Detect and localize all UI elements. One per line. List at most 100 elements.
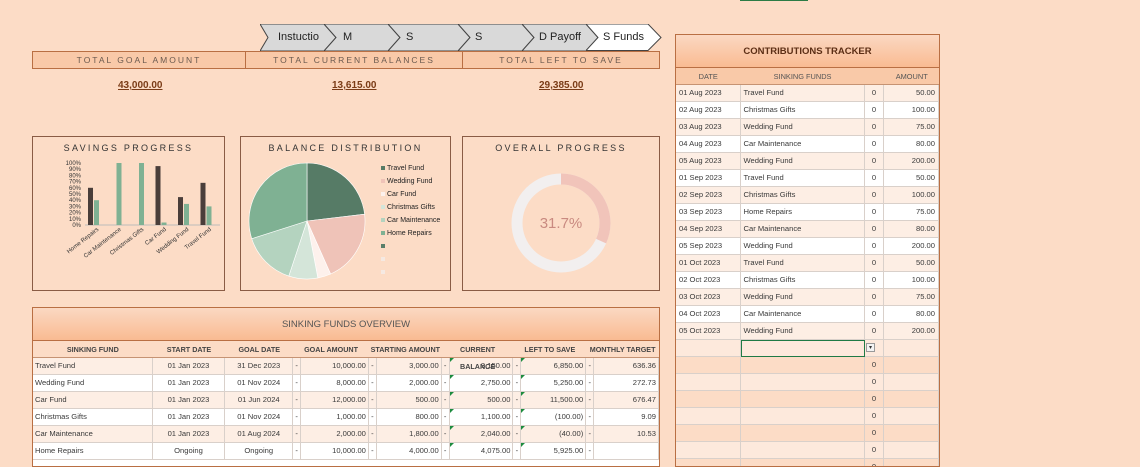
- starting-amount-cell[interactable]: 2,000.00: [376, 375, 442, 392]
- empty-cell[interactable]: [676, 442, 741, 459]
- tab-debt-payoff[interactable]: D Payoff: [522, 24, 598, 51]
- currency-cell[interactable]: -: [586, 409, 595, 426]
- fund-cell[interactable]: Wedding Fund: [740, 119, 865, 136]
- empty-cell[interactable]: [676, 374, 741, 391]
- amount-cell[interactable]: 50.00: [884, 170, 939, 187]
- empty-cell[interactable]: [676, 425, 741, 442]
- empty-cell[interactable]: [676, 340, 741, 357]
- fund-cell[interactable]: Christmas Gifts: [740, 187, 865, 204]
- tracker-row[interactable]: 03 Oct 2023 Wedding Fund 0 75.00: [676, 289, 939, 306]
- tracker-row[interactable]: 02 Oct 2023 Christmas Gifts 0 100.00: [676, 272, 939, 289]
- currency-cell[interactable]: -: [513, 375, 522, 392]
- amount-cell[interactable]: 75.00: [884, 289, 939, 306]
- currency-cell[interactable]: -: [513, 358, 522, 375]
- currency-cell[interactable]: -: [513, 409, 522, 426]
- monthly-target-cell[interactable]: 272.73: [594, 375, 659, 392]
- date-cell[interactable]: 04 Sep 2023: [676, 221, 741, 238]
- empty-cell[interactable]: [676, 408, 741, 425]
- goal-amount-cell[interactable]: 8,000.00: [301, 375, 369, 392]
- amount-cell[interactable]: 50.00: [884, 255, 939, 272]
- empty-cell[interactable]: [864, 340, 885, 357]
- amount-cell[interactable]: 80.00: [884, 136, 939, 153]
- amount-cell[interactable]: 200.00: [884, 153, 939, 170]
- count-cell[interactable]: 0: [864, 204, 885, 221]
- current-balance-cell[interactable]: 3,150.00: [449, 358, 514, 375]
- monthly-target-cell[interactable]: [594, 443, 659, 460]
- start-date-cell[interactable]: 01 Jan 2023: [152, 358, 226, 375]
- fund-cell[interactable]: Christmas Gifts: [740, 272, 865, 289]
- goal-amount-cell[interactable]: 10,000.00: [301, 443, 369, 460]
- date-cell[interactable]: 04 Aug 2023: [676, 136, 741, 153]
- empty-cell[interactable]: [884, 374, 939, 391]
- tracker-row-empty[interactable]: 0: [676, 442, 939, 459]
- date-cell[interactable]: 03 Sep 2023: [676, 204, 741, 221]
- empty-cell[interactable]: [676, 357, 741, 374]
- fund-name-cell[interactable]: Travel Fund: [33, 358, 153, 375]
- count-cell[interactable]: 0: [864, 187, 885, 204]
- currency-cell[interactable]: -: [513, 392, 522, 409]
- start-date-cell[interactable]: 01 Jan 2023: [152, 375, 226, 392]
- date-cell[interactable]: 01 Aug 2023: [676, 85, 741, 102]
- count-cell[interactable]: 0: [864, 442, 885, 459]
- count-cell[interactable]: 0: [864, 238, 885, 255]
- goal-date-cell[interactable]: 01 Nov 2024: [225, 375, 294, 392]
- monthly-target-cell[interactable]: 676.47: [594, 392, 659, 409]
- goal-amount-cell[interactable]: 12,000.00: [301, 392, 369, 409]
- empty-cell[interactable]: [884, 357, 939, 374]
- tab-sinking-funds[interactable]: S Funds: [586, 24, 662, 51]
- empty-cell[interactable]: [740, 425, 865, 442]
- goal-date-cell[interactable]: 01 Nov 2024: [225, 409, 294, 426]
- empty-cell[interactable]: [740, 442, 865, 459]
- tab-instructions[interactable]: Instuctio: [260, 24, 336, 51]
- fund-cell[interactable]: Wedding Fund: [740, 238, 865, 255]
- fund-cell[interactable]: Wedding Fund: [740, 323, 865, 340]
- empty-cell[interactable]: [676, 459, 741, 466]
- count-cell[interactable]: 0: [864, 306, 885, 323]
- goal-date-cell[interactable]: 01 Jun 2024: [225, 392, 294, 409]
- currency-cell[interactable]: -: [368, 426, 377, 443]
- date-cell[interactable]: 05 Sep 2023: [676, 238, 741, 255]
- fund-name-cell[interactable]: Car Fund: [33, 392, 153, 409]
- currency-cell[interactable]: -: [368, 392, 377, 409]
- fund-cell[interactable]: Travel Fund: [740, 85, 865, 102]
- currency-cell[interactable]: -: [441, 375, 450, 392]
- tracker-row-empty[interactable]: 0: [676, 459, 939, 466]
- tracker-row-empty[interactable]: 0: [676, 391, 939, 408]
- monthly-target-cell[interactable]: 636.36: [594, 358, 659, 375]
- date-cell[interactable]: 02 Oct 2023: [676, 272, 741, 289]
- empty-cell[interactable]: [740, 374, 865, 391]
- goal-date-cell[interactable]: 01 Aug 2024: [225, 426, 294, 443]
- overview-row[interactable]: Car Fund 01 Jan 2023 01 Jun 2024-12,000.00…: [33, 392, 659, 409]
- currency-cell[interactable]: -: [441, 426, 450, 443]
- fund-dropdown-cell[interactable]: [740, 340, 865, 357]
- tracker-row[interactable]: 01 Aug 2023 Travel Fund 0 50.00: [676, 85, 939, 102]
- tracker-row[interactable]: 01 Sep 2023 Travel Fund 0 50.00: [676, 170, 939, 187]
- count-cell[interactable]: 0: [864, 255, 885, 272]
- fund-cell[interactable]: Travel Fund: [740, 255, 865, 272]
- empty-cell[interactable]: [741, 459, 865, 466]
- empty-cell[interactable]: [740, 408, 865, 425]
- tracker-row[interactable]: 04 Sep 2023 Car Maintenance 0 80.00: [676, 221, 939, 238]
- fund-cell[interactable]: Travel Fund: [740, 170, 865, 187]
- count-cell[interactable]: 0: [864, 221, 885, 238]
- count-cell[interactable]: 0: [864, 136, 885, 153]
- count-cell[interactable]: 0: [864, 153, 885, 170]
- fund-cell[interactable]: Car Maintenance: [740, 221, 865, 238]
- tracker-row[interactable]: 05 Aug 2023 Wedding Fund 0 200.00: [676, 153, 939, 170]
- currency-cell[interactable]: -: [368, 409, 377, 426]
- empty-cell[interactable]: [676, 391, 741, 408]
- currency-cell[interactable]: -: [586, 443, 595, 460]
- currency-cell[interactable]: -: [368, 358, 377, 375]
- tracker-row[interactable]: 02 Aug 2023 Christmas Gifts 0 100.00: [676, 102, 939, 119]
- starting-amount-cell[interactable]: 500.00: [376, 392, 442, 409]
- tracker-row-empty[interactable]: 0: [676, 357, 939, 374]
- amount-cell[interactable]: 75.00: [884, 119, 939, 136]
- count-cell[interactable]: 0: [864, 425, 885, 442]
- currency-cell[interactable]: -: [513, 426, 522, 443]
- currency-cell[interactable]: -: [293, 358, 302, 375]
- amount-cell[interactable]: 100.00: [884, 187, 939, 204]
- tracker-row-empty[interactable]: 0: [676, 374, 939, 391]
- monthly-target-cell[interactable]: 10.53: [594, 426, 659, 443]
- starting-amount-cell[interactable]: 1,800.00: [376, 426, 442, 443]
- fund-cell[interactable]: Christmas Gifts: [740, 102, 865, 119]
